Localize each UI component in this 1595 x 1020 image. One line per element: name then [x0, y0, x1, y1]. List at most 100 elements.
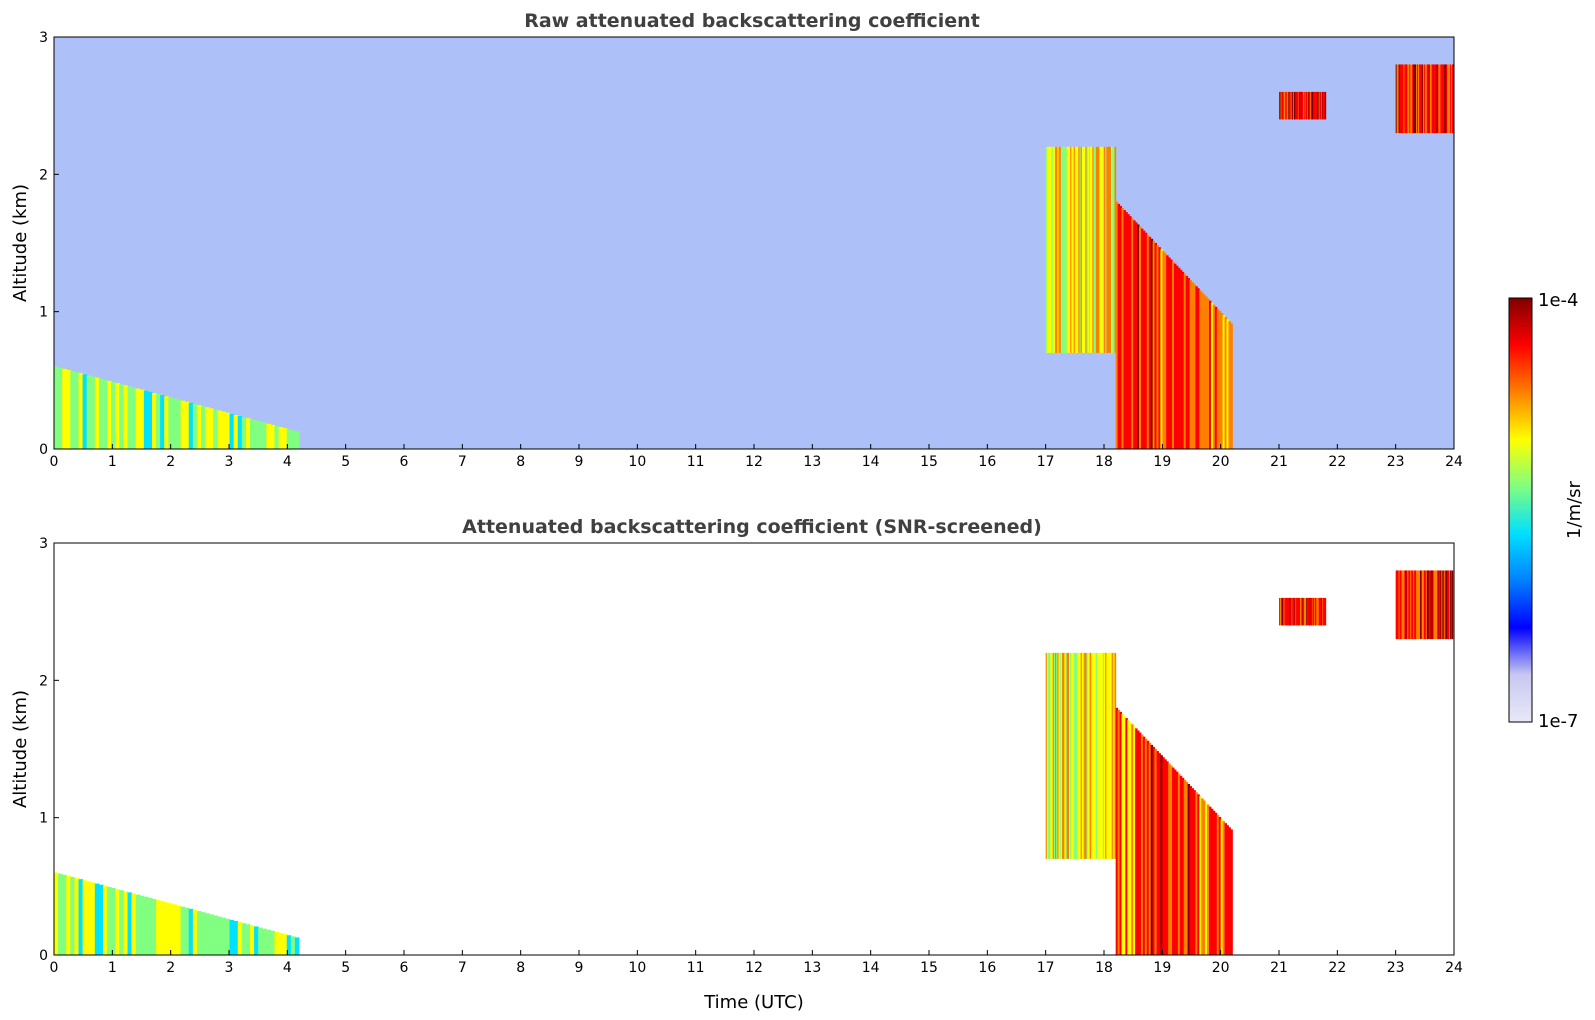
- heatmap-cell: [1405, 64, 1407, 134]
- heatmap-cell: [1050, 146, 1052, 353]
- heatmap-cell: [1092, 146, 1094, 353]
- heatmap-cell: [1191, 788, 1194, 955]
- heatmap-cell: [1451, 570, 1453, 640]
- heatmap-cell: [1307, 91, 1310, 120]
- heatmap-cell: [1101, 146, 1104, 353]
- colorbar-max-label: 1e-4: [1538, 290, 1578, 311]
- heatmap-cell: [1289, 597, 1291, 626]
- heatmap-cell: [1288, 597, 1290, 626]
- heatmap-cell: [1452, 570, 1454, 640]
- heatmap-cell: [180, 400, 186, 449]
- panel-raw-heatmap: [54, 37, 1454, 449]
- heatmap-cell: [1301, 91, 1303, 120]
- heatmap-cell: [1189, 786, 1192, 955]
- x-tick-label: 5: [341, 960, 350, 976]
- heatmap-cell: [1428, 64, 1431, 134]
- heatmap-cell: [1166, 255, 1169, 449]
- heatmap-cell: [1312, 597, 1314, 626]
- heatmap-cell: [241, 417, 247, 449]
- y-tick-label: 3: [39, 536, 48, 552]
- heatmap-cell: [62, 874, 67, 955]
- heatmap-cell: [1296, 597, 1299, 626]
- heatmap-cell: [1125, 212, 1128, 449]
- heatmap-cell: [1162, 251, 1165, 449]
- heatmap-cell: [1092, 652, 1094, 859]
- x-tick-label: 11: [687, 454, 705, 470]
- heatmap-cell: [1299, 91, 1301, 120]
- y-tick-label: 3: [39, 30, 48, 46]
- heatmap-cell: [1419, 64, 1422, 134]
- heatmap-cell: [1144, 738, 1148, 955]
- heatmap-cell: [1209, 300, 1212, 449]
- x-tick-label: 6: [400, 454, 409, 470]
- heatmap-cell: [213, 409, 218, 449]
- heatmap-cell: [1069, 146, 1071, 353]
- heatmap-cell: [1175, 771, 1179, 955]
- x-tick-label: 1: [108, 960, 117, 976]
- x-tick-label: 13: [803, 960, 821, 976]
- heatmap-cell: [225, 412, 231, 449]
- heatmap-cell: [1437, 64, 1439, 134]
- heatmap-cell: [1109, 146, 1112, 353]
- heatmap-cell: [1193, 284, 1196, 449]
- heatmap-cell: [1111, 652, 1113, 859]
- heatmap-cell: [1428, 570, 1431, 640]
- heatmap-cell: [139, 895, 145, 955]
- heatmap-cell: [1062, 146, 1064, 353]
- heatmap-cell: [1404, 64, 1406, 134]
- heatmap-cell: [1301, 597, 1303, 626]
- heatmap-cell: [1314, 597, 1317, 626]
- heatmap-cell: [1442, 64, 1444, 134]
- heatmap-cell: [156, 900, 161, 955]
- heatmap-cell: [1300, 91, 1302, 120]
- heatmap-cell: [1291, 597, 1293, 626]
- heatmap-cell: [1440, 570, 1442, 640]
- heatmap-cell: [107, 886, 112, 955]
- heatmap-cell: [196, 911, 202, 955]
- heatmap-cell: [1307, 91, 1309, 120]
- panel-screened-xlabel: Time (UTC): [703, 992, 804, 1013]
- x-tick-label: 4: [283, 960, 292, 976]
- heatmap-cell: [1207, 804, 1210, 955]
- heatmap-cell: [217, 410, 222, 449]
- heatmap-cell: [135, 894, 141, 955]
- heatmap-cell: [66, 875, 71, 955]
- heatmap-cell: [1090, 146, 1092, 353]
- heatmap-cell: [1100, 146, 1103, 353]
- heatmap-cell: [258, 421, 263, 449]
- heatmap-cell: [1302, 91, 1304, 120]
- heatmap-cell: [1177, 773, 1181, 955]
- heatmap-cell: [1142, 736, 1146, 955]
- heatmap-cell: [1073, 146, 1076, 353]
- x-tick-label: 24: [1445, 454, 1463, 470]
- heatmap-cell: [1313, 597, 1315, 626]
- heatmap-cell: [1447, 570, 1449, 640]
- heatmap-cell: [1412, 64, 1414, 134]
- heatmap-cell: [1104, 146, 1106, 353]
- heatmap-cell: [1279, 91, 1282, 120]
- heatmap-cell: [160, 395, 165, 449]
- heatmap-cell: [1209, 806, 1212, 955]
- heatmap-cell: [1404, 570, 1406, 640]
- heatmap-cell: [1302, 597, 1304, 626]
- heatmap-cell: [1321, 597, 1323, 626]
- heatmap-cell: [1119, 711, 1122, 955]
- heatmap-cell: [1052, 652, 1055, 859]
- heatmap-cell: [1415, 64, 1417, 134]
- heatmap-cell: [1199, 796, 1202, 955]
- heatmap-cell: [1129, 722, 1132, 955]
- heatmap-cell: [74, 372, 79, 449]
- heatmap-cell: [250, 419, 255, 449]
- heatmap-cell: [1320, 597, 1322, 626]
- heatmap-cell: [1099, 146, 1101, 353]
- heatmap-cell: [278, 933, 284, 955]
- heatmap-cell: [1114, 146, 1117, 353]
- heatmap-cell: [176, 905, 182, 955]
- heatmap-cell: [1287, 91, 1289, 120]
- heatmap-cell: [1409, 64, 1411, 134]
- heatmap-cell: [1078, 146, 1080, 353]
- heatmap-cell: [1293, 597, 1296, 626]
- heatmap-cell: [1091, 652, 1093, 859]
- heatmap-cell: [1314, 597, 1316, 626]
